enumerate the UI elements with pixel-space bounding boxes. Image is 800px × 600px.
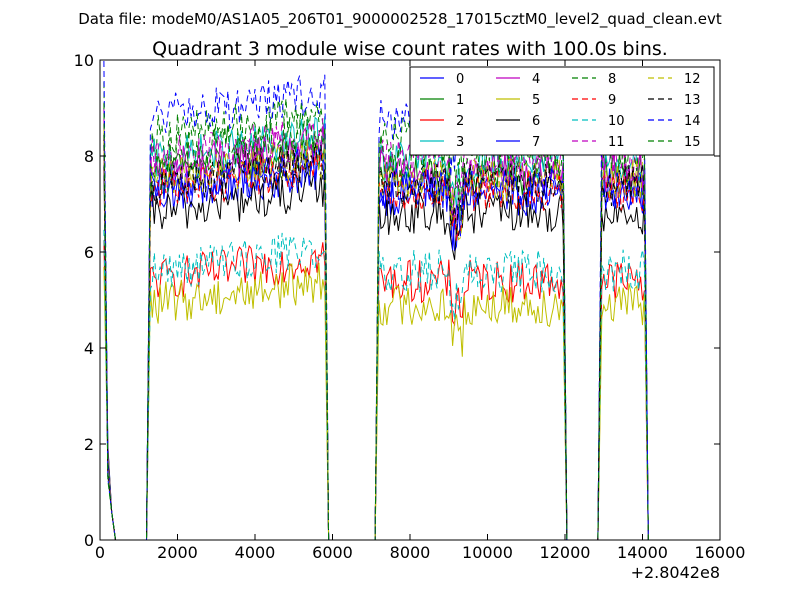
- x-tick-label: 4000: [235, 543, 276, 562]
- legend-label-12: 12: [684, 72, 701, 87]
- y-tick-label: 10: [74, 51, 94, 70]
- legend-label-5: 5: [532, 93, 540, 108]
- legend-label-3: 3: [456, 135, 464, 150]
- legend-box: [409, 66, 715, 156]
- legend-label-6: 6: [532, 114, 540, 129]
- y-tick-label: 6: [84, 243, 94, 262]
- series-line-2: [103, 240, 649, 540]
- x-tick-label: 2000: [157, 543, 198, 562]
- y-tick-label: 2: [84, 435, 94, 454]
- chart-suptitle: Data file: modeM0/AS1A05_206T01_90000025…: [78, 10, 722, 29]
- legend-label-1: 1: [456, 93, 464, 108]
- legend-label-9: 9: [608, 93, 616, 108]
- x-tick-label: 10000: [462, 543, 513, 562]
- legend-label-11: 11: [608, 135, 625, 150]
- legend-label-15: 15: [684, 135, 701, 150]
- y-tick-label: 4: [84, 339, 94, 358]
- series-line-6: [103, 166, 649, 540]
- x-tick-label: 14000: [617, 543, 668, 562]
- x-tick-label: 0: [95, 543, 105, 562]
- series-line-11: [103, 108, 649, 540]
- legend-label-7: 7: [532, 135, 540, 150]
- series-line-13: [103, 134, 649, 540]
- legend-label-10: 10: [608, 114, 625, 129]
- ticks-layer: 0 2000 4000 6000 8000 10000 12000 14000 16000 0 2 4…: [74, 51, 746, 562]
- chart-title: Quadrant 3 module wise count rates with …: [152, 38, 668, 60]
- legend-label-0: 0: [456, 72, 464, 87]
- legend-label-8: 8: [608, 72, 616, 87]
- legend-label-2: 2: [456, 114, 464, 129]
- y-tick-label: 8: [84, 147, 94, 166]
- x-tick-label: 16000: [695, 543, 746, 562]
- series-line-10: [103, 229, 649, 540]
- x-tick-label: 6000: [312, 543, 353, 562]
- y-tick-label: 0: [84, 531, 94, 550]
- series-line-14: [103, 60, 649, 540]
- legend-label-4: 4: [532, 72, 540, 87]
- series-line-1: [103, 124, 649, 540]
- legend-label-14: 14: [684, 114, 701, 129]
- series-layer: [103, 60, 649, 540]
- x-tick-label: 12000: [540, 543, 591, 562]
- x-offset-label: +2.8042e8: [631, 563, 720, 582]
- legend-label-13: 13: [684, 93, 701, 108]
- series-line-5: [103, 262, 649, 540]
- x-tick-label: 8000: [390, 543, 431, 562]
- series-line-12: [103, 129, 649, 540]
